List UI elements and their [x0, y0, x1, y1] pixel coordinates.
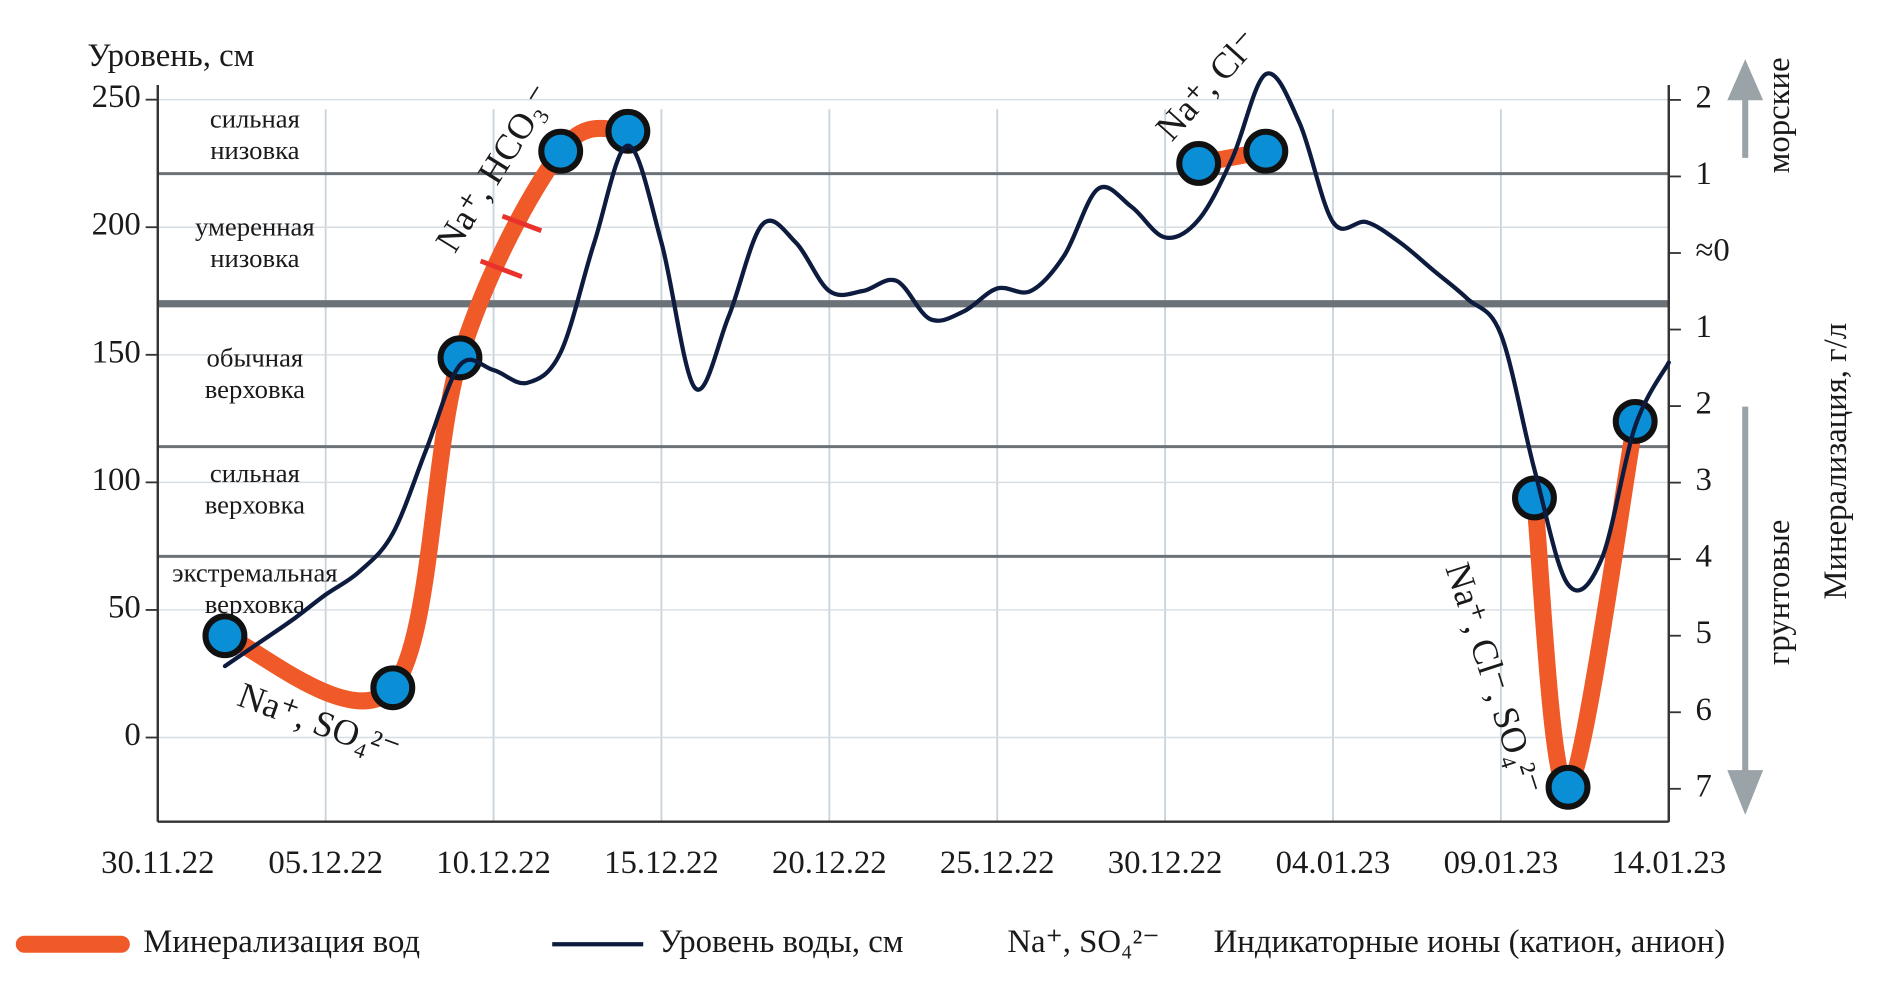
marker: [605, 108, 651, 154]
legend-label: Уровень воды, см: [659, 924, 903, 960]
y2-tick-label: 3: [1695, 462, 1711, 498]
x-tick-label: 30.12.22: [1108, 845, 1223, 881]
y2-tick-label: 1: [1695, 309, 1711, 345]
zone-label: верховка: [205, 374, 305, 404]
y2-tick-label: 6: [1695, 692, 1711, 728]
zone-label: умеренная: [195, 212, 315, 242]
arrow-down-head: [1727, 770, 1764, 815]
legend-ion-text: Индикаторные ионы (катион, анион): [1214, 924, 1726, 960]
y-axis-label: Уровень, см: [87, 38, 254, 74]
x-tick-label: 20.12.22: [772, 845, 887, 881]
marker: [437, 335, 483, 381]
y2-axis-label: Минерализация, г/л: [1818, 323, 1854, 600]
zone-label: низовка: [210, 243, 299, 273]
y2-tick-label: ≈0: [1695, 233, 1729, 269]
marker: [202, 613, 248, 659]
y2-tick-label: 2: [1695, 386, 1711, 422]
arrow-up-head: [1727, 59, 1764, 101]
x-tick-label: 14.01.23: [1611, 845, 1726, 881]
x-tick-label: 04.01.23: [1276, 845, 1391, 881]
y-tick-label: 100: [92, 462, 141, 498]
y2-tick-label: 2: [1695, 79, 1711, 115]
y-tick-label: 250: [92, 79, 141, 115]
y2-tick-label: 4: [1695, 539, 1711, 575]
y-tick-label: 0: [124, 717, 140, 753]
x-tick-label: 25.12.22: [940, 845, 1055, 881]
y2-tick-label: 1: [1695, 156, 1711, 192]
zone-label: верховка: [205, 490, 305, 520]
y2-down-label: грунтовые: [1761, 520, 1797, 666]
y2-tick-label: 7: [1695, 768, 1711, 804]
marker: [538, 128, 584, 174]
marker: [1176, 140, 1222, 186]
y-tick-label: 200: [92, 207, 141, 243]
marker: [1512, 475, 1557, 521]
x-tick-label: 30.11.22: [101, 845, 214, 881]
ion-annotation: Na⁺, Cl⁻: [1148, 22, 1267, 148]
zone-label: низовка: [210, 135, 299, 165]
zone-label: экстремальная: [172, 557, 337, 587]
marker: [1243, 128, 1289, 174]
y-tick-label: 150: [92, 334, 141, 370]
y2-up-label: морские: [1761, 57, 1797, 173]
y-tick-label: 50: [108, 589, 141, 625]
zone-label: сильная: [210, 104, 300, 134]
marker: [370, 665, 416, 711]
zone-label: сильная: [210, 458, 300, 488]
zone-label: обычная: [207, 343, 304, 373]
arrows: [1727, 59, 1764, 815]
break-mark: [479, 258, 523, 280]
legend-ion-example: Na⁺, SO₄²⁻: [1007, 924, 1159, 960]
y2-tick-label: 5: [1695, 615, 1711, 651]
x-tick-label: 10.12.22: [436, 845, 551, 881]
legend-label: Минерализация вод: [143, 924, 420, 960]
x-tick-label: 15.12.22: [604, 845, 719, 881]
x-tick-label: 05.12.22: [268, 845, 383, 881]
series-line: [222, 71, 1671, 669]
x-tick-label: 09.01.23: [1444, 845, 1559, 881]
break-mark: [501, 213, 543, 233]
marker: [1545, 764, 1591, 810]
